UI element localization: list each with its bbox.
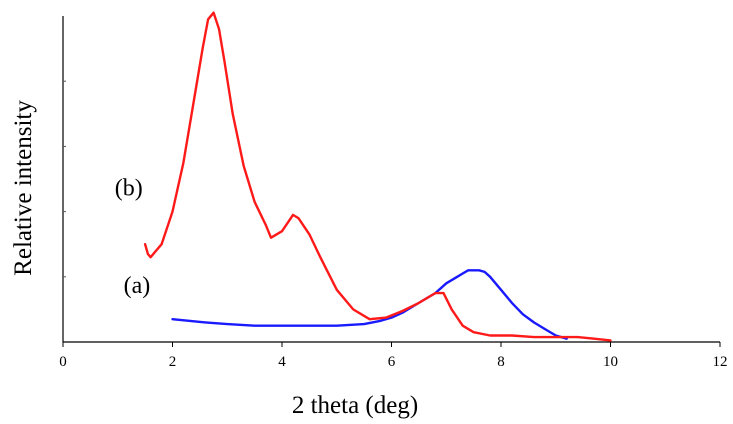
x-tick-label-1: 2 xyxy=(169,354,177,370)
annotation-label-1: (b) xyxy=(115,175,143,201)
x-tick-label-2: 4 xyxy=(278,354,286,370)
x-tick-label-6: 12 xyxy=(713,354,728,370)
series-line-b xyxy=(143,11,612,342)
annotation-label-0: (a) xyxy=(124,273,151,299)
annotation-layer: (a) (b) xyxy=(115,175,151,299)
axes: 0 2 4 6 8 10 12 xyxy=(59,16,728,370)
series-line-a xyxy=(171,269,568,340)
x-tick-label-5: 10 xyxy=(603,354,618,370)
x-axis-title: 2 theta (deg) xyxy=(292,392,418,419)
x-tick-label-3: 6 xyxy=(388,354,396,370)
y-axis-title: Relative intensity xyxy=(10,100,37,276)
x-tick-label-4: 8 xyxy=(497,354,505,370)
x-tick-label-0: 0 xyxy=(59,354,67,370)
series-layer xyxy=(143,11,612,342)
